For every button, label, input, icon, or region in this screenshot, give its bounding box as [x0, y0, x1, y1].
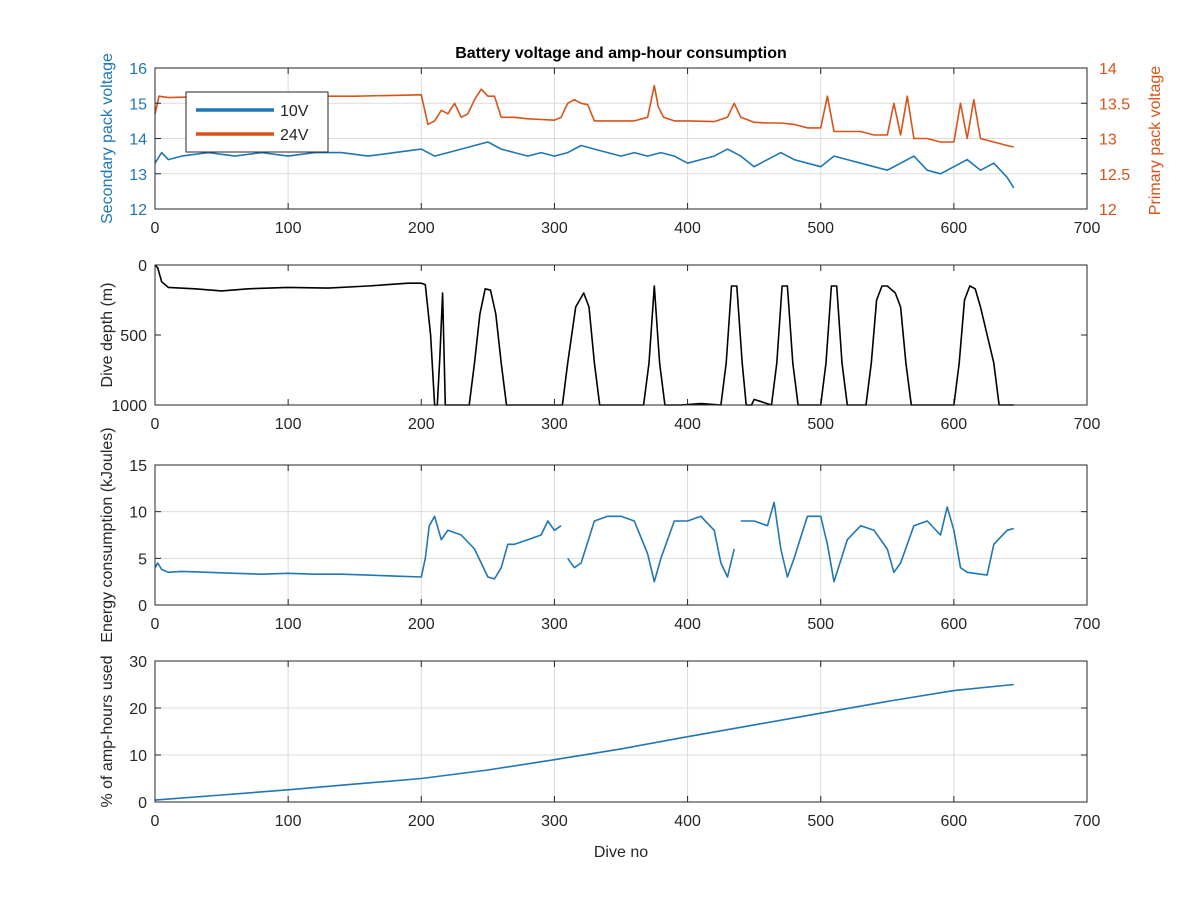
axes-box: [154, 264, 1088, 406]
y-right-tick-label: 13.5: [1099, 96, 1130, 113]
x-tick-label: 600: [941, 416, 968, 433]
x-tick-label: 200: [408, 416, 435, 433]
y-right-tick-label: 12: [1099, 202, 1117, 219]
y-tick-label: 15: [129, 458, 147, 475]
x-tick-label: 500: [807, 416, 834, 433]
x-tick-label: 400: [674, 220, 701, 237]
x-tick-label: 700: [1074, 220, 1101, 237]
series-line-2: [154, 501, 1015, 583]
x-tick-label: 700: [1074, 416, 1101, 433]
y-tick-label: 1000: [111, 398, 147, 415]
axes-box: [154, 660, 1088, 803]
x-tick-label: 300: [541, 416, 568, 433]
legend-label-10v: 10V: [280, 103, 309, 120]
x-tick-label: 0: [151, 813, 160, 830]
y-axis-label-right: Primary pack voltage: [1147, 66, 1164, 215]
y-tick-label: 30: [129, 654, 147, 671]
y-tick-label: 10: [129, 505, 147, 522]
x-tick-label: 300: [541, 220, 568, 237]
chart-title: Battery voltage and amp-hour consumption: [455, 45, 787, 62]
x-tick-label: 0: [151, 616, 160, 633]
series-line-24v: [154, 84, 1014, 148]
x-tick-label: 600: [941, 616, 968, 633]
y-tick-label: 0: [138, 258, 147, 275]
x-tick-label: 700: [1074, 616, 1101, 633]
x-tick-label: 300: [541, 616, 568, 633]
x-tick-label: 100: [275, 220, 302, 237]
series-line-3: [154, 683, 1014, 801]
x-tick-label: 500: [807, 616, 834, 633]
x-tick-label: 0: [151, 416, 160, 433]
y-tick-label: 13: [129, 167, 147, 184]
x-tick-label: 200: [408, 616, 435, 633]
y-tick-label: 5: [138, 551, 147, 568]
x-tick-label: 0: [151, 220, 160, 237]
y-tick-label: 14: [129, 132, 147, 149]
y-tick-label: 500: [120, 328, 147, 345]
legend-label-24v: 24V: [280, 127, 309, 144]
x-tick-label: 200: [408, 813, 435, 830]
y-axis-label: Energy consumption (kJoules): [99, 427, 116, 642]
y-right-tick-label: 14: [1099, 61, 1117, 78]
legend-box: [185, 91, 329, 153]
x-tick-label: 100: [275, 616, 302, 633]
y-tick-label: 20: [129, 701, 147, 718]
x-tick-label: 600: [941, 220, 968, 237]
x-axis-label: Dive no: [594, 844, 648, 861]
x-tick-label: 600: [941, 813, 968, 830]
x-tick-label: 700: [1074, 813, 1101, 830]
y-tick-label: 10: [129, 748, 147, 765]
x-tick-label: 400: [674, 813, 701, 830]
y-axis-label: Dive depth (m): [99, 283, 116, 388]
y-axis-label: % of amp-hours used: [99, 655, 116, 807]
axes-box: [154, 464, 1088, 606]
y-right-tick-label: 13: [1099, 132, 1117, 149]
y-tick-label: 0: [138, 598, 147, 615]
x-tick-label: 400: [674, 616, 701, 633]
y-axis-label-left: Secondary pack voltage: [99, 53, 116, 224]
y-tick-label: 16: [129, 61, 147, 78]
y-right-tick-label: 12.5: [1099, 167, 1130, 184]
x-tick-label: 500: [807, 813, 834, 830]
y-tick-label: 15: [129, 96, 147, 113]
y-tick-label: 0: [138, 795, 147, 812]
x-tick-label: 300: [541, 813, 568, 830]
x-tick-label: 200: [408, 220, 435, 237]
y-tick-label: 12: [129, 202, 147, 219]
x-tick-label: 100: [275, 813, 302, 830]
x-tick-label: 400: [674, 416, 701, 433]
series-line-10v: [154, 141, 1015, 189]
x-tick-label: 500: [807, 220, 834, 237]
series-line-1: [154, 264, 1014, 406]
x-tick-label: 100: [275, 416, 302, 433]
